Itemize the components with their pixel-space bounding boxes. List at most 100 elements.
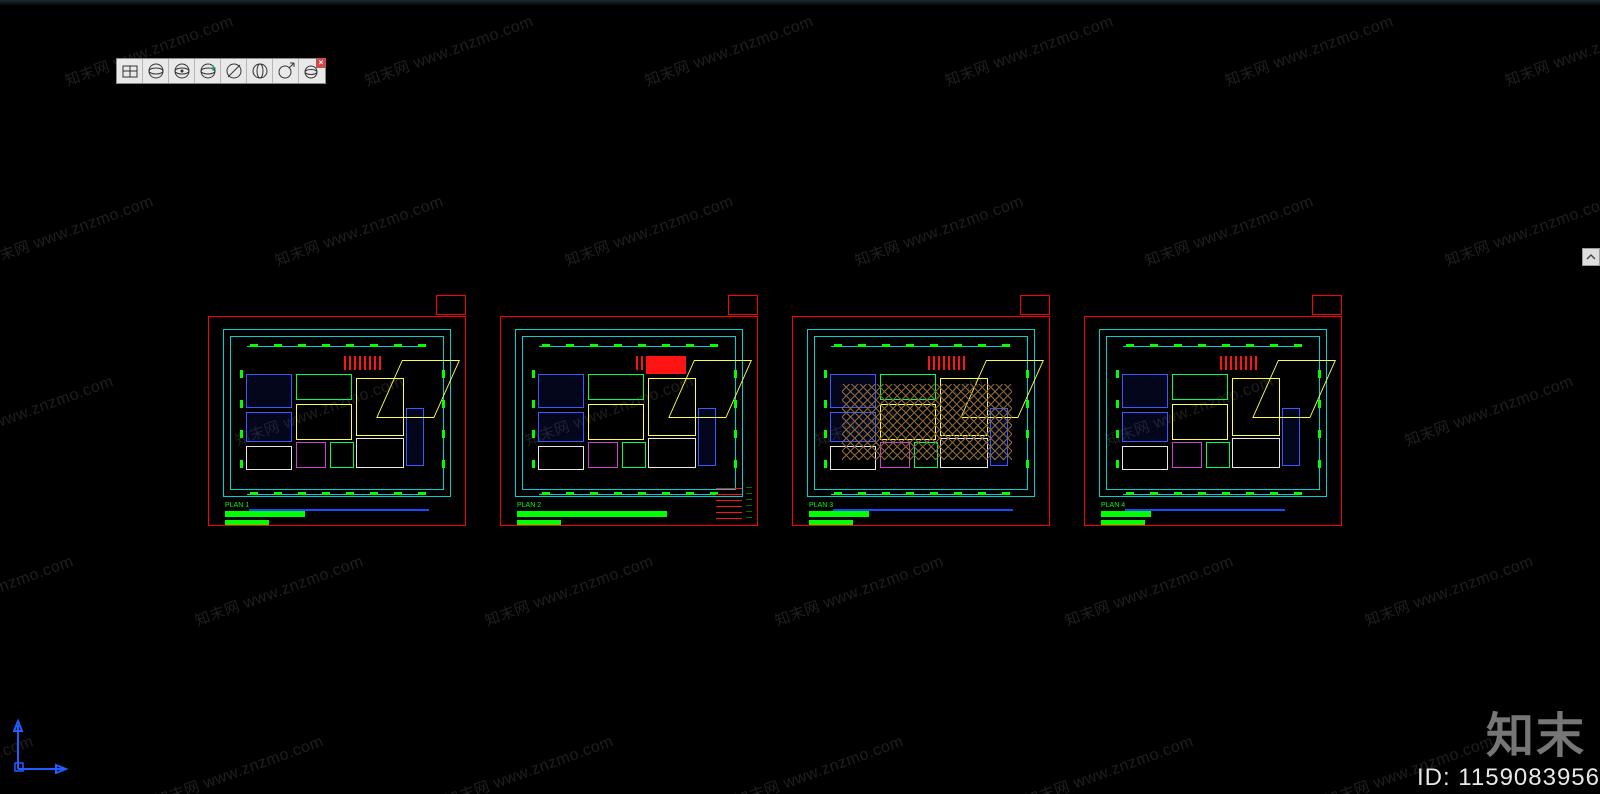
globe-dot-button[interactable] xyxy=(169,59,195,83)
close-icon: × xyxy=(316,58,326,68)
cad-model-viewport[interactable]: 知末网 www.znzmo.com 知末网 www.znzmo.com 知末网 ww… xyxy=(0,0,1600,794)
room-outline xyxy=(622,442,646,468)
globe-edge-icon xyxy=(251,62,269,80)
room-outline xyxy=(588,404,644,440)
room-outline xyxy=(330,442,354,468)
watermark: 知末网 www.znzmo.com xyxy=(272,190,446,271)
legend-label: — xyxy=(746,515,752,521)
solid-fill xyxy=(646,356,686,374)
plan-border xyxy=(223,329,451,497)
view-cube-button[interactable] xyxy=(117,59,143,83)
watermark: 知末网 www.znzmo.com xyxy=(0,550,76,631)
section-line xyxy=(249,509,429,511)
room-outline xyxy=(538,374,584,408)
globe-wire-button[interactable] xyxy=(143,59,169,83)
legend-line xyxy=(716,500,742,501)
globe-dot-icon xyxy=(173,62,191,80)
note-block xyxy=(809,520,853,525)
chevron-up-icon xyxy=(1586,252,1596,262)
view-cube-icon xyxy=(121,62,139,80)
stair-hatch xyxy=(1220,356,1258,370)
watermark: 知末网 www.znzmo.com xyxy=(772,550,946,631)
title-underline xyxy=(517,511,667,517)
room-outline xyxy=(538,446,584,470)
room-outline xyxy=(296,374,352,400)
globe-arrow-button[interactable] xyxy=(273,59,299,83)
room-outline xyxy=(1206,442,1230,468)
vertical-scrollbar-up[interactable] xyxy=(1582,248,1600,266)
room-outline xyxy=(296,404,352,440)
note-block xyxy=(225,520,269,525)
room-outline xyxy=(588,442,618,468)
watermark: 知末网 www.znzmo.com xyxy=(562,190,736,271)
room-outline xyxy=(246,446,292,470)
globe-plus-icon xyxy=(199,62,217,80)
room-outline xyxy=(1232,438,1280,468)
globe-edge-button[interactable] xyxy=(247,59,273,83)
room-outline xyxy=(1172,404,1228,440)
plan-border xyxy=(1099,329,1327,497)
watermark: 知末网 www.znzmo.com xyxy=(0,370,116,451)
sheet-title: PLAN 3 xyxy=(809,502,833,509)
room-outline xyxy=(296,442,326,468)
plan-border xyxy=(807,329,1035,497)
note-block xyxy=(1101,520,1145,525)
watermark: 知末网 www.znzmo.com xyxy=(362,10,536,91)
watermark: 知末网 www.znzmo.com xyxy=(1362,550,1536,631)
room-outline xyxy=(538,412,584,442)
legend-line xyxy=(716,512,742,513)
globe-plus-button[interactable] xyxy=(195,59,221,83)
floor-hatch xyxy=(842,384,1012,460)
watermark: 知末网 www.znzmo.com xyxy=(1062,550,1236,631)
stair-hatch xyxy=(928,356,966,370)
globe-close-button[interactable]: × xyxy=(299,59,325,83)
globe-wire-icon xyxy=(147,62,165,80)
room-outline xyxy=(1122,374,1168,408)
stair-hatch xyxy=(344,356,382,370)
app-titlebar-strip xyxy=(0,0,1600,6)
legend-line xyxy=(716,506,742,507)
sheet-tab xyxy=(436,295,466,315)
room-outline xyxy=(1122,412,1168,442)
watermark: 知末网 www.znzmo.com xyxy=(0,190,156,271)
sheet-tab xyxy=(1020,295,1050,315)
room-outline xyxy=(1122,446,1168,470)
note-block xyxy=(517,520,561,525)
room-outline xyxy=(356,438,404,468)
watermark: 知末网 www.znzmo.com xyxy=(152,730,326,794)
sheet-title: PLAN 4 xyxy=(1101,502,1125,509)
floating-view-toolbar[interactable]: × xyxy=(116,58,326,84)
section-line xyxy=(833,509,1013,511)
watermark: 知末网 www.znzmo.com xyxy=(1442,190,1600,271)
watermark: 知末网 www.znzmo.com xyxy=(852,190,1026,271)
globe-slash-button[interactable] xyxy=(221,59,247,83)
room-outline xyxy=(246,374,292,408)
sheet-frame-1: PLAN 1 xyxy=(208,316,466,526)
watermark: 知末网 www.znzmo.com xyxy=(1502,10,1600,91)
watermark: 知末网 www.znzmo.com xyxy=(1402,370,1576,451)
room-outline xyxy=(1172,374,1228,400)
watermark: 知末网 www.znzmo.com xyxy=(1222,10,1396,91)
ucs-icon xyxy=(12,715,72,780)
watermark: 知末网 www.znzmo.com xyxy=(1022,730,1196,794)
resource-id-label: ID: 1159083956 xyxy=(1417,764,1600,792)
sheet-tab xyxy=(1312,295,1342,315)
sheet-frame-2: ——————PLAN 2 xyxy=(500,316,758,526)
room-outline xyxy=(246,412,292,442)
watermark: 知末网 www.znzmo.com xyxy=(192,550,366,631)
sheet-title: PLAN 2 xyxy=(517,502,541,509)
legend-line xyxy=(716,518,742,519)
watermark: 知末网 www.znzmo.com xyxy=(442,730,616,794)
sheet-frame-4: PLAN 4 xyxy=(1084,316,1342,526)
watermark: 知末网 www.znzmo.com xyxy=(732,730,906,794)
watermark: 知末网 www.znzmo.com xyxy=(642,10,816,91)
sheet-title: PLAN 1 xyxy=(225,502,249,509)
title-underline xyxy=(809,511,869,517)
room-outline xyxy=(1172,442,1202,468)
globe-slash-icon xyxy=(225,62,243,80)
section-line xyxy=(1125,509,1285,511)
legend-line xyxy=(716,494,742,495)
title-underline xyxy=(225,511,305,517)
watermark: 知末网 www.znzmo.com xyxy=(942,10,1116,91)
sheet-tab xyxy=(728,295,758,315)
